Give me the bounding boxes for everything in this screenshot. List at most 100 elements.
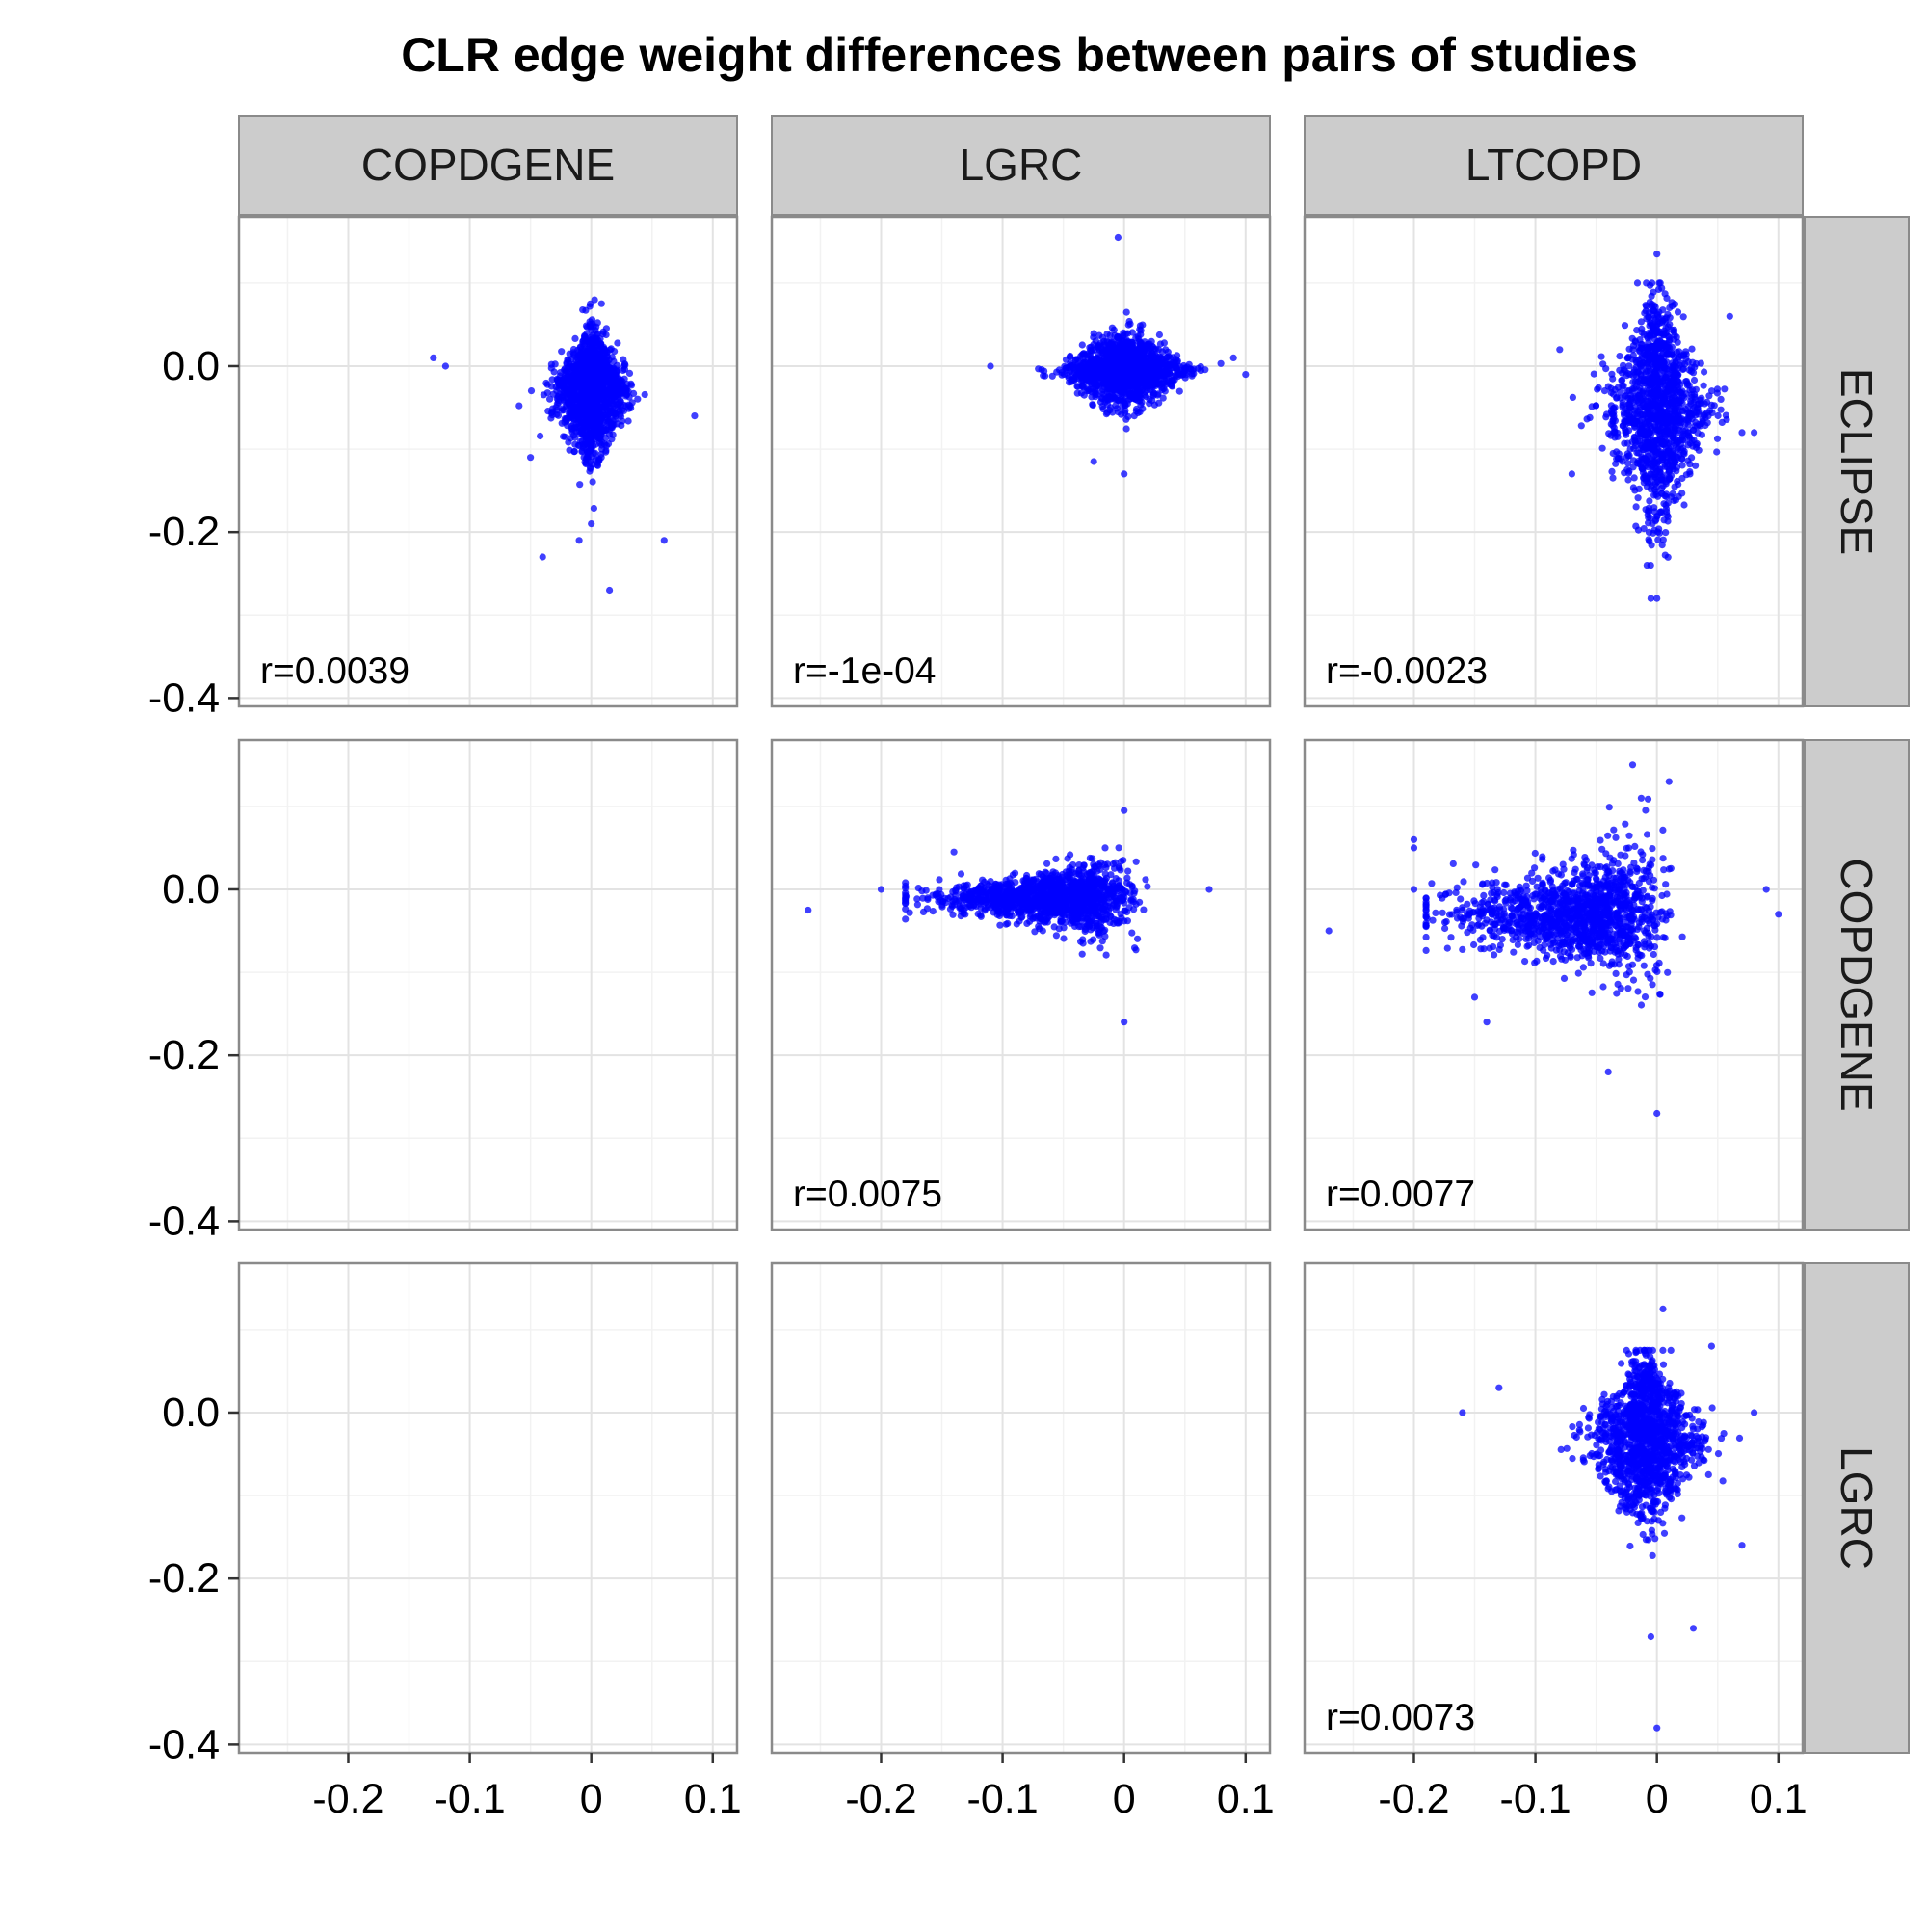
scatter-point-outlier <box>661 537 668 543</box>
scatter-point <box>1609 475 1616 482</box>
scatter-point <box>1681 450 1688 457</box>
scatter-point <box>1689 443 1696 450</box>
scatter-point <box>1109 325 1116 331</box>
scatter-point <box>1662 552 1669 559</box>
scatter-point <box>1122 416 1129 423</box>
scatter-point-outlier <box>1648 595 1654 602</box>
scatter-point <box>1165 377 1172 384</box>
scatter-point <box>1625 362 1632 369</box>
scatter-point <box>1671 381 1677 387</box>
scatter-point <box>1602 365 1609 372</box>
scatter-point <box>572 428 579 435</box>
scatter-point <box>1629 356 1636 362</box>
scatter-point <box>564 422 570 429</box>
scatter-point <box>1645 358 1651 365</box>
chart-title: CLR edge weight differences between pair… <box>401 28 1638 82</box>
scatter-point <box>1130 890 1137 897</box>
scatter-point <box>606 396 613 403</box>
scatter-point <box>1154 379 1161 385</box>
scatter-point <box>1662 502 1669 509</box>
scatter-point-outlier <box>527 454 534 461</box>
scatter-point <box>1645 431 1651 437</box>
scatter-point-outlier <box>1751 429 1757 436</box>
scatter-point <box>1124 331 1131 337</box>
scatter-point <box>1079 951 1086 958</box>
scatter-point-outlier <box>1727 313 1733 320</box>
scatter-point <box>1665 514 1672 520</box>
scatter-point <box>1636 486 1643 492</box>
scatter-point <box>1637 433 1644 439</box>
scatter-point-outlier <box>606 587 613 594</box>
scatter-point <box>1635 494 1642 501</box>
facet-panel <box>239 740 737 1230</box>
scatter-point <box>1641 455 1648 462</box>
scatter-point <box>1650 289 1656 296</box>
scatter-point <box>1120 857 1126 863</box>
scatter-point <box>1653 483 1660 490</box>
scatter-point <box>607 346 614 353</box>
scatter-point <box>592 426 598 433</box>
scatter-point <box>914 901 921 908</box>
scatter-point <box>1645 475 1651 482</box>
scatter-point <box>1063 364 1069 371</box>
scatter-point-outlier <box>1091 458 1097 464</box>
scatter-point <box>585 389 592 396</box>
scatter-point <box>1690 369 1697 376</box>
scatter-point <box>1635 368 1642 375</box>
scatter-point <box>902 915 909 922</box>
scatter-point <box>592 338 598 345</box>
scatter-point <box>1163 355 1170 361</box>
scatter-point <box>1134 358 1141 365</box>
scatter-point <box>1644 562 1650 569</box>
scatter-point <box>1138 394 1145 401</box>
scatter-point <box>1645 314 1651 321</box>
scatter-point <box>1718 396 1725 403</box>
scatter-point <box>1643 279 1650 286</box>
scatter-point <box>918 887 925 894</box>
scatter-point <box>562 434 568 440</box>
scatter-point <box>1652 474 1659 481</box>
scatter-point <box>569 384 576 390</box>
scatter-point <box>591 381 597 387</box>
scatter-point <box>1123 309 1130 316</box>
scatter-point <box>595 456 602 463</box>
scatter-point <box>620 357 626 363</box>
scatter-point <box>1107 332 1114 339</box>
scatter-point <box>566 401 572 408</box>
scatter-point <box>546 396 553 403</box>
scatter-point <box>1640 465 1647 472</box>
scatter-point <box>1578 422 1585 429</box>
scatter-point <box>1180 362 1187 369</box>
correlation-label: r=0.0039 <box>260 650 409 692</box>
scatter-point <box>1133 352 1140 358</box>
scatter-point <box>1061 371 1068 378</box>
scatter-point <box>1669 463 1676 470</box>
scatter-point-outlier <box>691 412 698 419</box>
scatter-point <box>1655 525 1662 532</box>
scatter-point <box>1176 370 1183 377</box>
scatter-point <box>1087 855 1094 861</box>
scatter-point-outlier <box>1115 234 1122 241</box>
scatter-point <box>1608 371 1615 378</box>
scatter-point <box>1157 360 1164 367</box>
scatter-point <box>1614 434 1621 440</box>
scatter-point <box>598 301 605 307</box>
scatter-point <box>580 441 587 448</box>
scatter-point <box>1148 338 1155 345</box>
scatter-point <box>594 331 601 337</box>
scatter-point <box>1654 537 1661 543</box>
scatter-point <box>1623 454 1630 461</box>
scatter-point <box>1089 355 1095 361</box>
scatter-point <box>1622 406 1628 412</box>
scatter-point <box>1655 345 1662 352</box>
scatter-point <box>1645 350 1651 357</box>
scatter-point <box>1162 346 1169 353</box>
scatter-point <box>594 395 600 402</box>
scatter-point <box>1679 433 1686 439</box>
scatter-point <box>1625 387 1632 394</box>
scatter-point <box>615 393 621 400</box>
scatter-point <box>1123 425 1130 432</box>
scatter-point <box>1646 497 1652 504</box>
